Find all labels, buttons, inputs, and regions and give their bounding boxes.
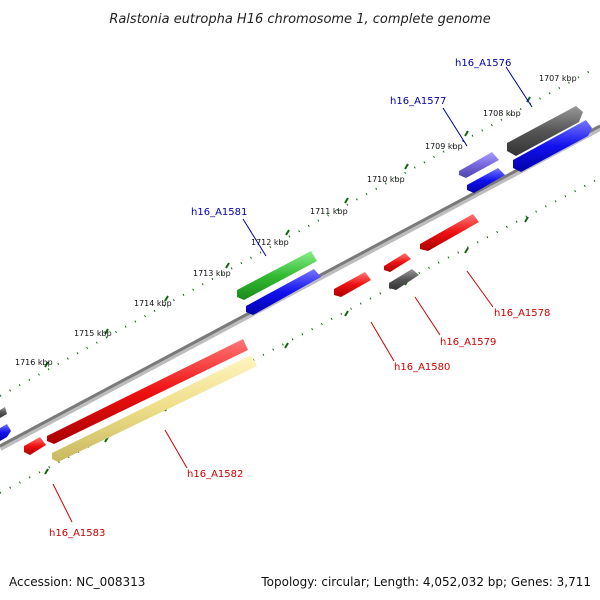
gene-feature-h16-a1576[interactable] [507, 106, 583, 156]
minor-tick [344, 310, 349, 317]
major-tick [404, 163, 409, 170]
gene-label-h16-a1578[interactable]: h16_A1578 [494, 308, 550, 319]
major-tick [285, 229, 290, 236]
scale-label: 1709 kbp [425, 142, 463, 151]
scale-label: 1711 kbp [310, 207, 348, 216]
gene-labels: h16_A1576 h16_A1577 h16_A1581 h16_A1578 … [49, 58, 550, 539]
forward-genes [0, 106, 592, 441]
gene-label-h16-a1579[interactable]: h16_A1579 [440, 337, 496, 348]
scale-label: 1707 kbp [539, 74, 577, 83]
major-tick [344, 197, 349, 204]
major-tick [464, 130, 469, 137]
scale-major-ticks [44, 96, 531, 368]
gene-feature-h16-a1579[interactable] [389, 269, 419, 290]
major-tick [526, 96, 531, 103]
gene-feature-h16-a1583[interactable] [24, 437, 46, 455]
gene-feature-h16-a1582[interactable] [52, 355, 257, 462]
scale-track [0, 70, 591, 397]
gene-feature-h16-a1578[interactable] [420, 214, 479, 251]
gene-feature-h16-a1580[interactable] [334, 272, 371, 297]
callout-h16-a1579 [414, 296, 441, 336]
reverse-genes [24, 214, 479, 462]
gene-label-h16-a1583[interactable]: h16_A1583 [49, 528, 105, 539]
major-tick [225, 262, 230, 269]
scale-label: 1715 kbp [74, 329, 112, 338]
gene-feature-h16-a1582-red[interactable] [47, 339, 248, 444]
scale-label: 1712 kbp [251, 238, 289, 247]
minor-tick [464, 247, 469, 254]
callout-h16-a1583 [52, 483, 73, 523]
callout-h16-a1581 [242, 218, 267, 257]
gene-feature-h16-a1577[interactable] [459, 152, 499, 178]
gene-feature-gray-edge[interactable] [0, 407, 7, 418]
minor-tick [284, 342, 289, 349]
scale-labels: 1707 kbp 1708 kbp 1709 kbp 1710 kbp 1711… [15, 74, 577, 367]
accession-text: Accession: NC_008313 [9, 575, 145, 589]
major-tick [164, 295, 169, 302]
gene-feature-h16-a1581[interactable] [237, 251, 317, 300]
topology-text: Topology: circular; Length: 4,052,032 bp… [260, 575, 591, 589]
gene-label-h16-a1577[interactable]: h16_A1577 [390, 96, 446, 107]
minor-tick [524, 216, 529, 223]
callout-h16-a1578 [466, 270, 494, 308]
map-title: Ralstonia eutropha H16 chromosome 1, com… [109, 12, 490, 27]
callout-lines [52, 66, 533, 523]
callout-h16-a1576 [505, 66, 533, 108]
major-tick [44, 361, 49, 368]
gene-feature-blue-1707[interactable] [513, 120, 592, 172]
gene-label-h16-a1581[interactable]: h16_A1581 [191, 207, 247, 218]
gene-label-h16-a1582[interactable]: h16_A1582 [187, 469, 243, 480]
scale-label: 1716 kbp [15, 358, 53, 367]
callout-h16-a1582 [164, 429, 188, 469]
gene-label-h16-a1580[interactable]: h16_A1580 [394, 362, 450, 373]
gene-label-h16-a1576[interactable]: h16_A1576 [455, 58, 511, 69]
gene-feature-blue-1709[interactable] [467, 168, 505, 193]
gene-feature-blue-edge[interactable] [0, 424, 11, 441]
scale-label: 1710 kbp [367, 175, 405, 184]
scale-label: 1714 kbp [134, 299, 172, 308]
minor-tick [44, 468, 49, 475]
callout-h16-a1580 [370, 321, 395, 362]
gene-feature-h16-a1579-red[interactable] [384, 253, 411, 272]
gene-feature-blue-1713[interactable] [246, 269, 321, 315]
scale-label: 1713 kbp [193, 269, 231, 278]
major-tick [104, 328, 109, 335]
scale-label: 1708 kbp [483, 109, 521, 118]
callout-h16-a1577 [442, 107, 468, 147]
